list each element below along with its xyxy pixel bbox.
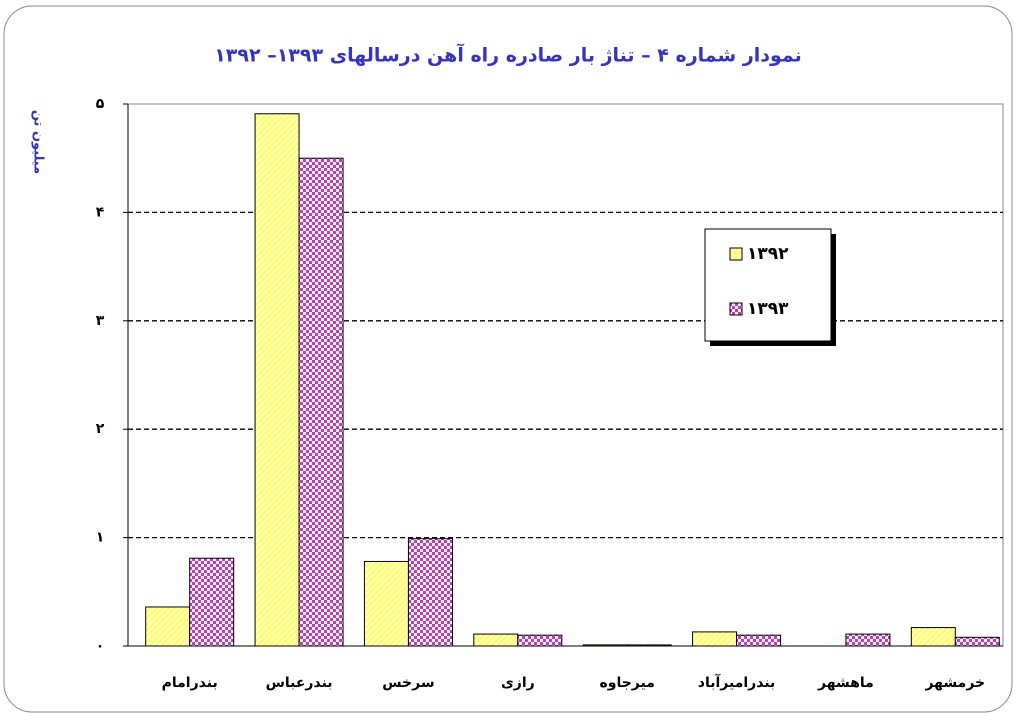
x-tick-label: خرمشهر <box>924 675 985 691</box>
x-tick-label: بندرعباس <box>266 675 333 691</box>
bar <box>298 157 344 647</box>
bar <box>517 634 563 647</box>
legend-swatch <box>729 247 743 261</box>
bar <box>626 644 672 647</box>
bar <box>145 606 191 647</box>
y-tick-label: ۲ <box>96 421 105 437</box>
y-tick-label: ۵ <box>96 96 105 112</box>
bar <box>736 634 782 647</box>
bar <box>407 538 453 647</box>
y-axis-label: میلیون تن <box>31 110 46 174</box>
legend-label: ۱۳۹۲ <box>747 244 789 264</box>
legend <box>704 228 832 342</box>
bar <box>189 557 235 647</box>
y-tick-label: ۰ <box>96 638 105 654</box>
y-tick-label: ۱ <box>96 530 105 546</box>
y-tick-label: ۴ <box>96 204 105 220</box>
bar <box>954 636 1000 647</box>
legend-label: ۱۳۹۳ <box>747 299 789 319</box>
bar <box>254 113 300 647</box>
x-tick-label: ماهشهر <box>817 675 874 691</box>
legend-swatch <box>729 302 743 316</box>
x-tick-label: میرجاوه <box>599 675 654 691</box>
bar <box>692 631 738 647</box>
x-tick-label: بندرامیرآباد <box>698 673 776 691</box>
x-tick-label: سرخس <box>382 675 434 691</box>
bar <box>845 633 891 647</box>
x-tick-label: رازی <box>501 675 535 691</box>
bar <box>363 560 409 647</box>
x-tick-label: بندرامام <box>162 675 218 691</box>
y-tick-label: ۳ <box>96 313 105 329</box>
bar <box>910 627 956 647</box>
bar <box>582 644 628 647</box>
chart-title: نمودار شماره ۴ – تناژ بار صادره راه آهن … <box>214 43 802 67</box>
bar <box>473 633 519 647</box>
